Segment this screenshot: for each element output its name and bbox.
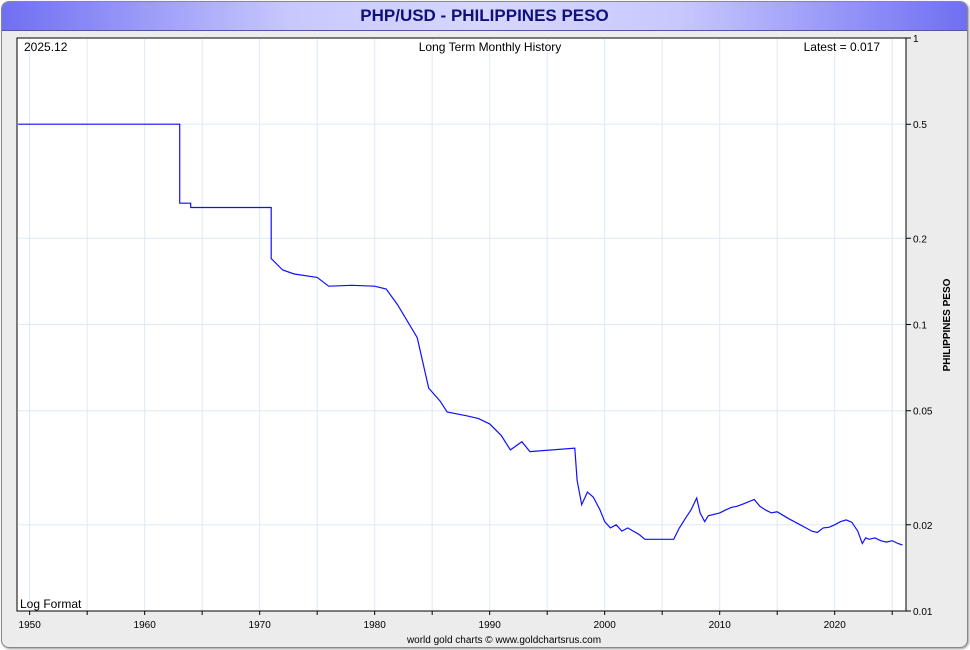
grid <box>18 39 905 610</box>
y-tick-label: 0.5 <box>913 120 927 131</box>
x-tick-label: 1950 <box>19 620 42 631</box>
y-tick-label: 0.1 <box>913 321 927 332</box>
x-tick-label: 2010 <box>709 620 732 631</box>
y-tick-label: 0.05 <box>913 407 933 418</box>
chart-title: PHP/USD - PHILIPPINES PESO <box>360 6 609 25</box>
series-line <box>18 123 903 546</box>
x-tick-label: 1990 <box>479 620 502 631</box>
latest-label: Latest = 0.017 <box>804 40 881 54</box>
footer-credit: world gold charts © www.goldchartsrus.co… <box>406 635 601 646</box>
x-tick-label: 2000 <box>594 620 617 631</box>
y-tick-label: 0.02 <box>913 521 933 532</box>
y-tick-label: 0.2 <box>913 234 927 245</box>
date-label: 2025.12 <box>24 40 68 54</box>
x-tick-label: 1960 <box>134 620 157 631</box>
x-tick-label: 1970 <box>249 620 272 631</box>
x-axis: 1950 1960 1970 1980 1990 2000 2010 2020 <box>19 611 893 631</box>
x-tick-label: 2020 <box>824 620 847 631</box>
x-tick-label: 1980 <box>364 620 387 631</box>
chart-subtitle: Long Term Monthly History <box>419 40 562 54</box>
y-axis-label: PHILIPPINES PESO <box>942 278 953 371</box>
series-path <box>18 123 903 546</box>
y-tick-label: 0.01 <box>913 607 933 618</box>
y-axis: 1 0.5 0.2 0.1 0.05 0.02 0.01 <box>906 34 933 618</box>
scale-label: Log Format <box>20 597 82 611</box>
title-bar: PHP/USD - PHILIPPINES PESO <box>2 2 967 31</box>
y-tick-label: 1 <box>913 34 919 45</box>
